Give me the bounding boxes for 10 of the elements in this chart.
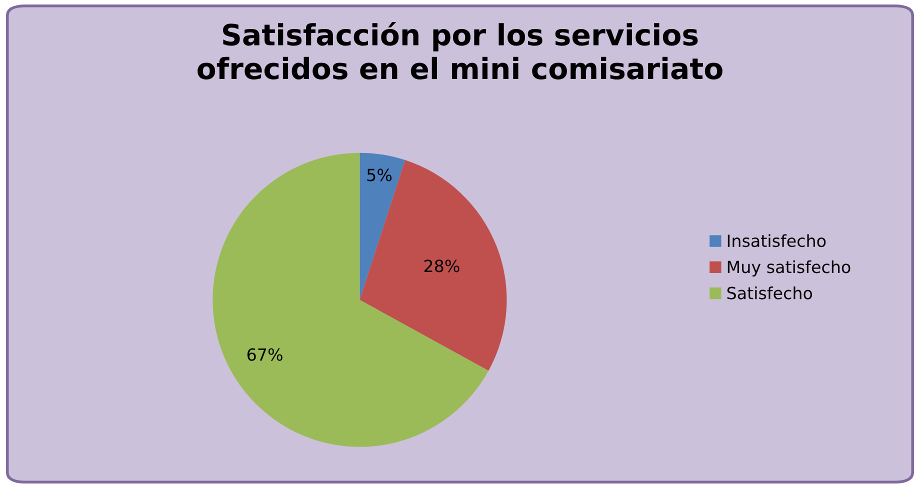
legend-label: Muy satisfecho [728, 260, 850, 276]
data-label: 5% [367, 168, 392, 182]
legend-label: Insatisfecho [728, 234, 826, 248]
legend-label: Satisfecho [727, 286, 812, 300]
data-label: 28% [424, 260, 460, 272]
chart-title: Satisfacción por los servicios ofrecidos en el mini comisariato [198, 22, 722, 80]
pie-slice [360, 152, 406, 300]
data-label: 67% [247, 348, 282, 361]
pie-slice [360, 160, 507, 371]
pie-slice [212, 152, 489, 447]
